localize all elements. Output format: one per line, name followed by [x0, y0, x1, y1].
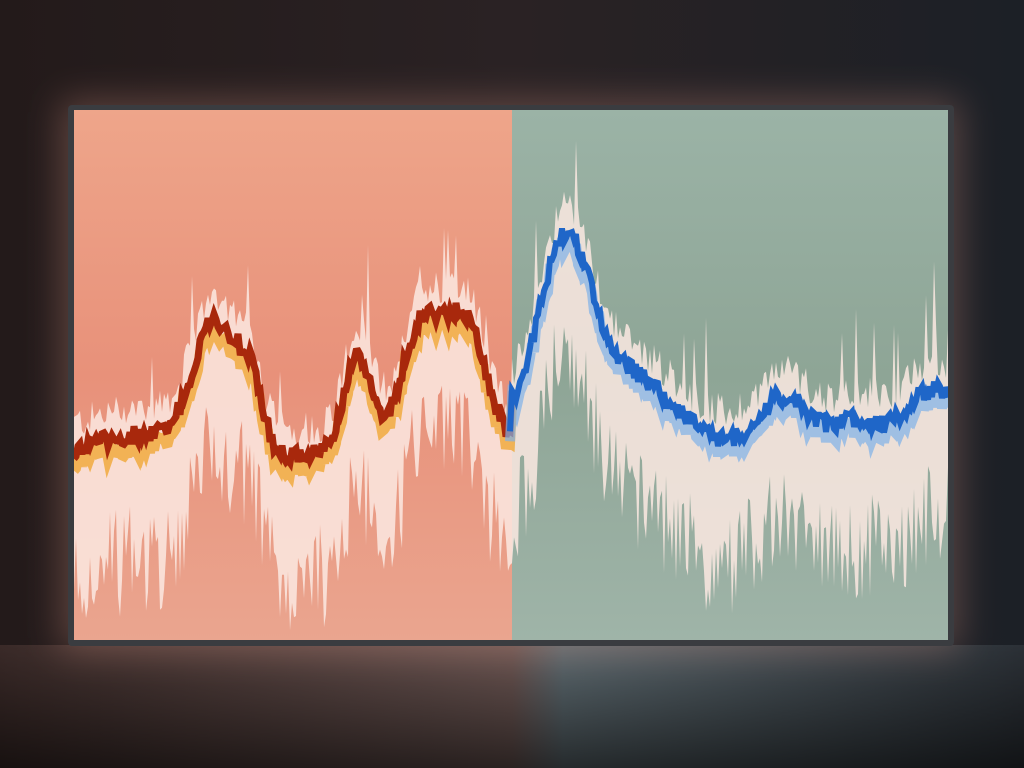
floor-shade	[0, 645, 1024, 768]
wave-line-right	[507, 227, 948, 448]
screen	[74, 110, 948, 640]
wave-fill	[74, 140, 948, 631]
wave-line-left	[74, 296, 516, 472]
